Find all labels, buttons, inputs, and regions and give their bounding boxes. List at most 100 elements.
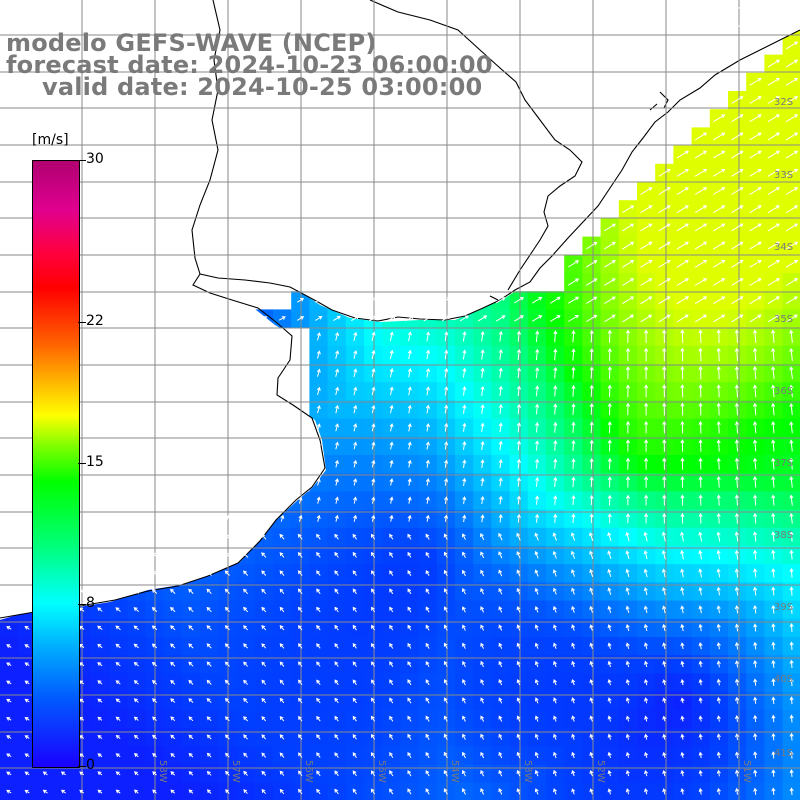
wind-arrow [734,421,739,434]
wind-arrow [713,260,726,268]
wind-arrow [243,679,248,685]
wind-arrow [170,625,176,631]
wind-arrow [607,605,612,613]
wind-arrow [753,623,758,632]
wind-arrow [243,697,248,704]
wind-arrow [371,496,376,504]
wind-arrow [535,385,540,397]
wind-arrow [443,788,448,795]
wind-arrow [169,607,176,613]
wind-arrow [353,386,358,396]
wind-arrow [571,421,576,433]
wind-arrow [680,512,685,524]
wind-arrow [589,403,594,416]
wind-arrow [425,733,430,740]
wind-arrow [480,715,485,722]
wind-arrow [767,223,780,232]
wind-arrow [316,441,321,450]
wind-arrow [170,661,176,667]
wind-arrow [716,402,721,416]
wind-arrow [462,569,466,577]
wind-arrow [552,569,557,577]
wind-arrow [97,607,103,612]
wind-arrow [604,223,616,232]
wind-arrow [371,642,376,649]
wind-arrow [644,494,649,506]
wind-arrow [353,350,358,359]
wind-arrow [625,751,630,758]
wind-arrow [753,678,758,686]
wind-arrow [680,402,685,416]
wind-arrow [753,696,758,704]
wind-arrow [713,296,726,305]
wind-arrow [734,787,740,795]
wind-arrow [133,771,139,776]
wind-arrow [589,697,594,704]
wind-arrow [789,476,794,488]
wind-arrow [389,661,394,667]
wind-arrow [516,330,522,342]
wind-arrow [789,549,794,560]
wind-arrow [731,114,744,123]
wind-arrow [516,477,521,487]
wind-arrow [133,661,139,667]
wind-arrow [534,751,539,759]
wind-arrow [568,296,580,304]
wind-arrow [534,733,539,740]
wind-arrow [785,150,799,159]
wind-arrow [731,314,744,323]
wind-arrow [115,661,121,667]
wind-arrow [571,769,576,777]
wind-arrow [640,278,653,286]
wind-arrow [115,735,121,739]
wind-arrow [480,642,484,649]
wind-arrow [731,296,744,305]
wind-arrow [352,606,357,613]
wind-arrow [352,588,357,595]
wind-arrow [425,679,430,686]
wind-arrow [516,403,522,415]
wind-arrow [516,569,521,577]
wind-arrow [716,531,721,542]
wind-arrow [24,735,30,739]
wind-arrow [589,476,594,488]
wind-arrow [716,439,721,452]
wind-arrow [206,771,212,776]
wind-arrow [767,169,780,177]
wind-arrow [334,624,339,631]
wind-arrow [752,384,758,398]
wind-arrow [115,789,121,794]
wind-arrow [389,478,394,486]
wind-arrow [607,439,612,452]
wind-arrow [662,788,667,795]
wind-arrow [571,348,576,361]
wind-arrow [680,347,685,362]
wind-arrow [589,715,594,722]
wind-arrow [625,605,630,614]
wind-arrow [752,457,758,470]
wind-arrow [716,733,721,740]
wind-arrow [335,331,340,341]
wind-arrow [243,661,248,667]
wind-arrow [640,187,653,195]
wind-arrow [115,771,121,776]
wind-arrow [785,78,799,86]
wind-arrow [243,716,248,722]
wind-arrow [151,661,158,667]
wind-arrow [152,789,157,794]
wind-arrow [371,349,376,360]
wind-arrow [771,678,776,686]
wind-arrow [698,402,703,416]
wind-arrow [625,439,631,452]
wind-arrow [694,187,708,195]
wind-arrow [334,606,339,613]
wind-arrow [734,605,739,614]
wind-arrow [698,365,703,380]
wind-arrow [785,41,799,50]
wind-arrow [371,606,376,613]
wind-arrow [480,769,485,777]
wind-arrow [625,457,631,470]
wind-arrow [297,533,303,540]
latitude-label: 40S [774,674,793,685]
wind-arrow [407,751,412,759]
